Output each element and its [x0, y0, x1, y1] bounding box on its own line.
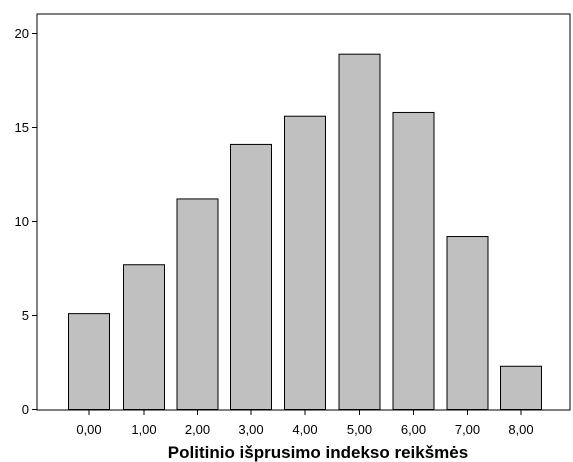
bar	[392, 111, 435, 411]
y-tick-label: 0	[22, 402, 29, 417]
x-tick-label: 3,00	[238, 422, 263, 437]
x-tick-label: 1,00	[131, 422, 156, 437]
x-tick-label: 7,00	[455, 422, 480, 437]
bar	[500, 365, 542, 411]
bar	[338, 53, 381, 411]
y-tick-label: 15	[15, 120, 29, 135]
x-tick-label: 8,00	[508, 422, 533, 437]
x-axis-ticks: 0,00 1,00 2,00 3,00 4,00 5,00 6,00 7,00 8,00	[76, 410, 534, 437]
y-tick-label: 20	[15, 26, 29, 41]
x-axis-label: Politinio išprusimo indekso reikšmės	[168, 443, 468, 462]
bar	[230, 143, 272, 410]
bar	[446, 236, 489, 410]
bar	[176, 198, 219, 410]
bars	[68, 53, 542, 411]
plot-frame	[36, 13, 571, 411]
x-tick-label: 6,00	[401, 422, 426, 437]
y-tick-label: 10	[15, 214, 29, 229]
y-axis-ticks: 0 5 10 15 20	[15, 26, 37, 417]
x-tick-label: 5,00	[347, 422, 372, 437]
bar	[68, 313, 110, 410]
x-tick-label: 2,00	[185, 422, 210, 437]
x-tick-label: 4,00	[292, 422, 317, 437]
bar	[123, 264, 165, 410]
bar	[284, 115, 326, 410]
x-tick-label: 0,00	[76, 422, 101, 437]
y-tick-label: 5	[22, 308, 29, 323]
